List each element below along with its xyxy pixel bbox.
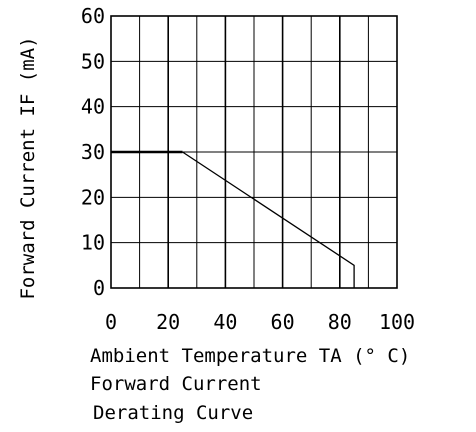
caption-line-2: Derating Curve xyxy=(93,402,253,424)
y-tick-label-60: 60 xyxy=(81,4,105,28)
x-tick-label-20: 20 xyxy=(156,310,180,334)
y-tick-label-0: 0 xyxy=(93,276,105,300)
y-tick-label-20: 20 xyxy=(81,185,105,209)
x-tick-label-80: 80 xyxy=(328,310,352,334)
x-tick-label-40: 40 xyxy=(213,310,237,334)
series xyxy=(111,150,355,288)
x-tick-label-60: 60 xyxy=(271,310,295,334)
series-line-0 xyxy=(182,151,355,288)
y-tick-label-10: 10 xyxy=(81,231,105,255)
x-tick-label-0: 0 xyxy=(105,310,117,334)
y-axis-label: Forward Current IF (mA) xyxy=(17,36,39,299)
x-tick-labels: 0 20 40 60 80 100 xyxy=(105,310,415,334)
caption-line-1: Forward Current xyxy=(90,373,262,395)
y-tick-label-50: 50 xyxy=(81,49,105,73)
x-axis-label: Ambient Temperature TA (° C) xyxy=(90,345,410,367)
x-tick-label-100: 100 xyxy=(379,310,415,334)
y-tick-label-30: 30 xyxy=(81,140,105,164)
y-tick-label-40: 40 xyxy=(81,95,105,119)
y-tick-labels: 0 10 20 30 40 50 60 xyxy=(81,4,105,300)
